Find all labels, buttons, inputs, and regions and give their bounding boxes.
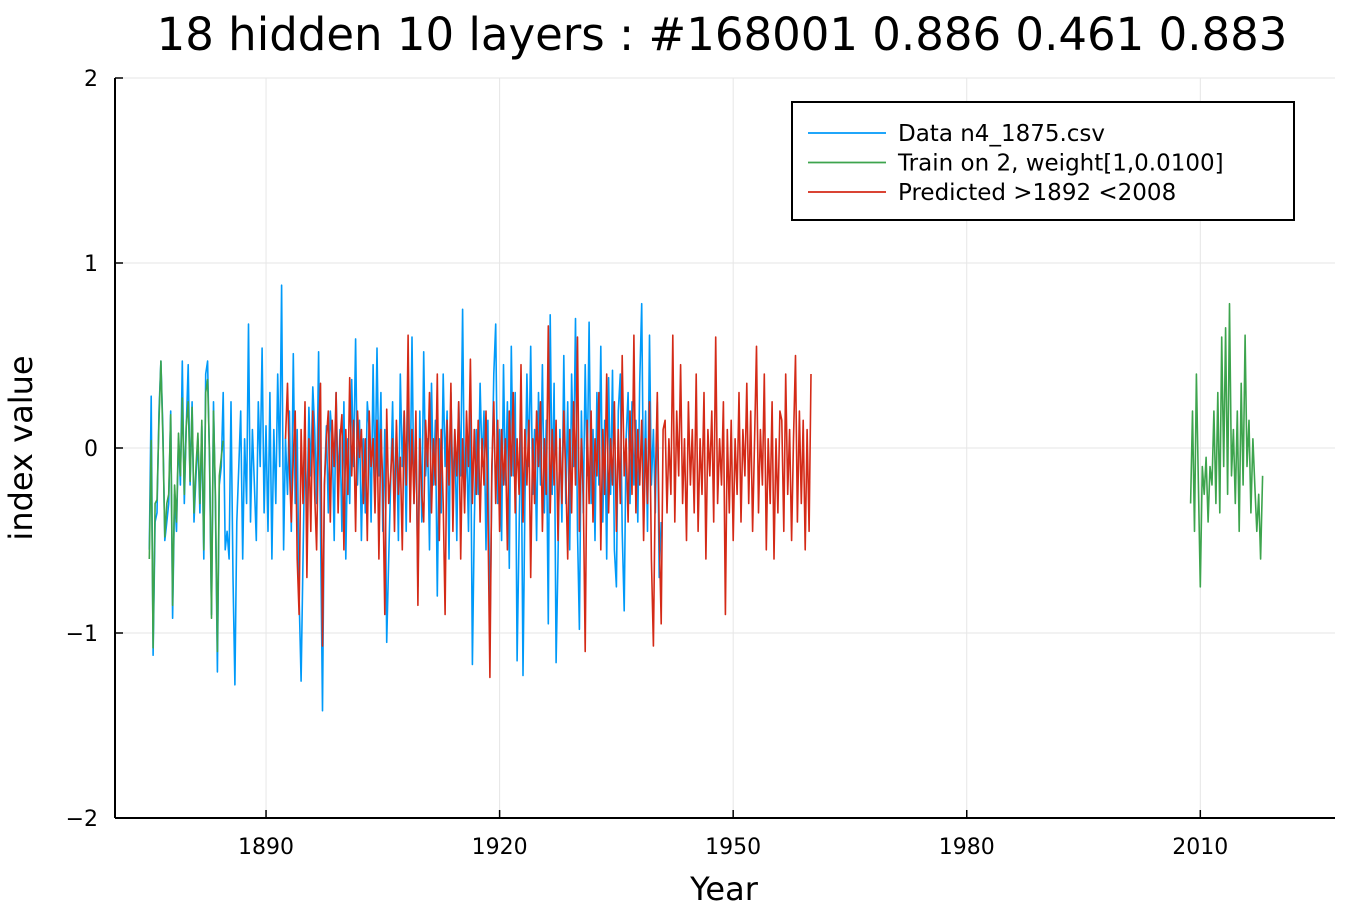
legend: Data n4_1875.csv Train on 2, weight[1,0.0… [791,101,1295,221]
x-tick-label: 1950 [705,835,761,860]
x-axis-label: Year [689,870,759,908]
tick-labels: 1890 1920 1950 1980 2010 2 1 0 −1 −2 [66,67,1229,860]
x-tick-label: 1980 [939,835,995,860]
x-tick-label: 1890 [238,835,294,860]
series-layer [148,284,1264,712]
x-tick-label: 2010 [1172,835,1228,860]
legend-box [791,101,1295,221]
series-line-2-segment-1 [148,360,224,653]
y-tick-label: 2 [84,67,98,92]
x-tick-label: 1920 [472,835,528,860]
axes [114,77,1335,819]
y-tick-label: −1 [66,622,98,647]
series-line-2-segment-2 [1189,302,1264,588]
y-axis-label: index value [2,355,40,540]
chart-title: 18 hidden 10 layers : #168001 0.886 0.46… [157,8,1288,61]
legend-label-1: Data n4_1875.csv [898,121,1105,147]
legend-label-3: Predicted >1892 <2008 [898,180,1176,206]
series-line-3 [284,325,812,679]
y-tick-label: 1 [84,252,98,277]
y-tick-label: −2 [66,807,98,832]
y-tick-label: 0 [84,437,98,462]
legend-items: Data n4_1875.csv Train on 2, weight[1,0.0… [808,121,1224,206]
legend-label-2: Train on 2, weight[1,0.0100] [897,151,1224,177]
